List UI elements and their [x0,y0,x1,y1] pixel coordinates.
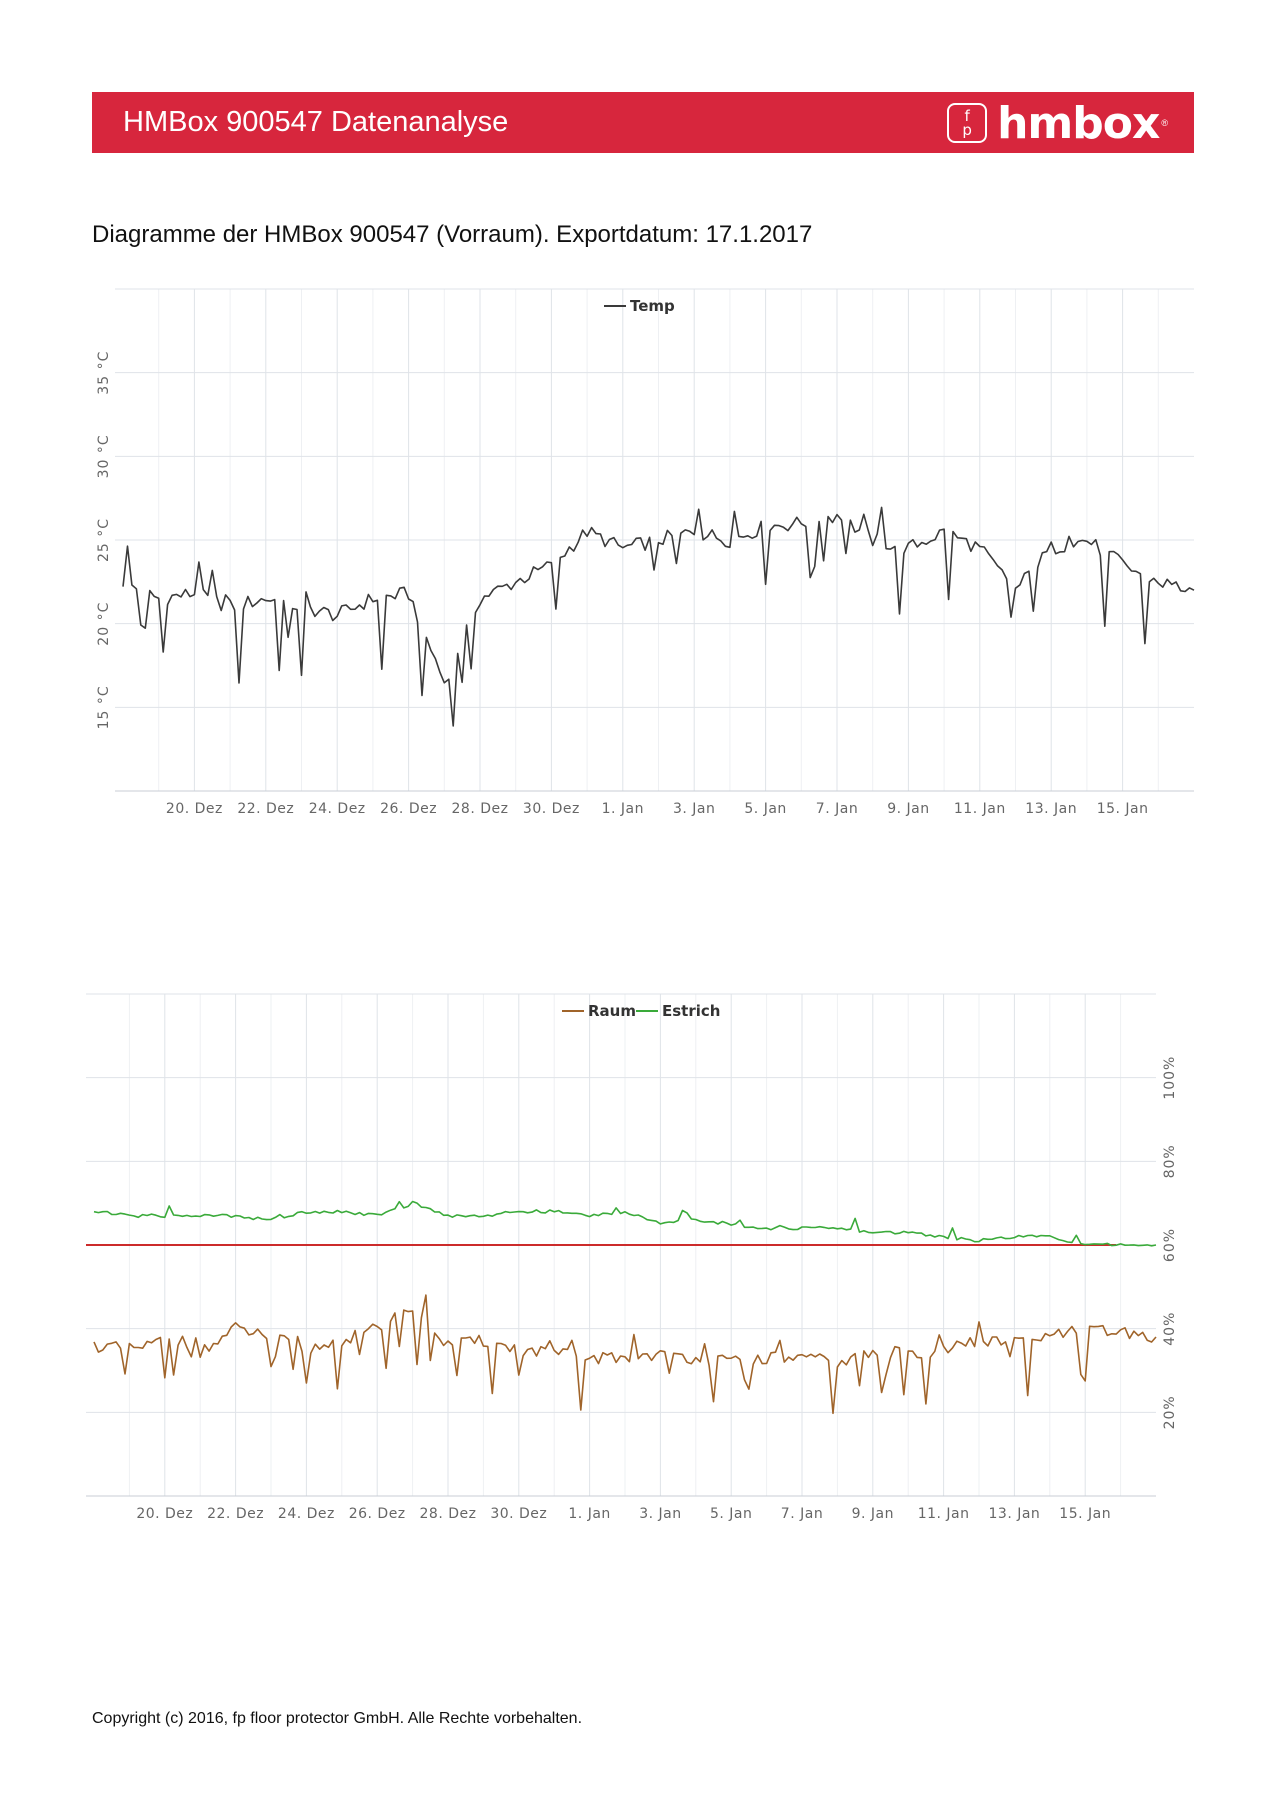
x-tick-label: 3. Jan [639,1506,681,1522]
x-tick-label: 20. Dez [166,801,223,817]
y-tick-label: 25 °C [96,518,112,562]
x-tick-label: 20. Dez [136,1506,193,1522]
x-tick-label: 13. Jan [1025,801,1077,817]
humidity-chart: 20. Dez 22. Dez 24. Dez 26. Dez 28. Dez 30. D… [86,993,1178,1522]
x-tick-label: 3. Jan [673,801,715,817]
x-tick-label: 24. Dez [309,801,366,817]
x-tick-label: 1. Jan [602,801,644,817]
series-line-raum [93,1294,1157,1415]
y-tick-label: 80% [1162,1144,1178,1178]
x-tick-label: 30. Dez [490,1506,547,1522]
x-tick-label: 11. Jan [918,1506,970,1522]
y-tick-label: 60% [1162,1228,1178,1262]
x-tick-label: 1. Jan [568,1506,610,1522]
x-tick-label: 26. Dez [349,1506,406,1522]
x-tick-label: 5. Jan [710,1506,752,1522]
y-tick-label: 40% [1162,1312,1178,1346]
x-tick-label: 5. Jan [744,801,786,817]
x-tick-label: 9. Jan [852,1506,894,1522]
x-tick-label: 13. Jan [989,1506,1041,1522]
x-tick-label: 22. Dez [207,1506,264,1522]
legend-label-raum: Raum [588,1002,636,1020]
series-line-estrich [93,1200,1157,1247]
x-tick-label: 28. Dez [452,801,509,817]
y-tick-label: 20% [1162,1395,1178,1429]
series-line-temp [122,506,1195,727]
x-tick-label: 11. Jan [954,801,1006,817]
x-tick-label: 22. Dez [237,801,294,817]
report-header: HMBox 900547 Datenanalyse f p hmbox ® [92,92,1194,153]
y-tick-label: 30 °C [96,434,112,478]
x-tick-label: 24. Dez [278,1506,335,1522]
x-tick-label: 30. Dez [523,801,580,817]
x-tick-label: 15. Jan [1097,801,1149,817]
x-tick-label: 26. Dez [380,801,437,817]
logo-mark-top: f [964,107,970,125]
hmbox-logo: f p hmbox ® [947,97,1168,149]
logo-mark-bottom: p [962,121,972,139]
y-tick-label: 100% [1162,1056,1178,1100]
temperature-chart: 20. Dez 22. Dez 24. Dez 26. Dez 28. Dez 30. D… [96,288,1195,817]
logo-registered: ® [1161,118,1168,128]
copyright-footer: Copyright (c) 2016, fp floor protector G… [92,1710,583,1727]
report-title: HMBox 900547 Datenanalyse [123,106,509,138]
legend-label-estrich: Estrich [662,1002,720,1020]
x-tick-label: 28. Dez [420,1506,477,1522]
y-tick-label: 15 °C [96,685,112,729]
diagram-subtitle: Diagramme der HMBox 900547 (Vorraum). Ex… [92,221,813,248]
fp-logo-icon: f p [947,103,988,143]
legend-label-temp: Temp [630,297,675,315]
logo-text: hmbox [997,97,1160,149]
y-tick-label: 20 °C [96,602,112,646]
x-tick-label: 15. Jan [1059,1506,1111,1522]
x-tick-label: 7. Jan [781,1506,823,1522]
y-tick-label: 35 °C [96,351,112,395]
x-tick-label: 7. Jan [816,801,858,817]
x-tick-label: 9. Jan [887,801,929,817]
